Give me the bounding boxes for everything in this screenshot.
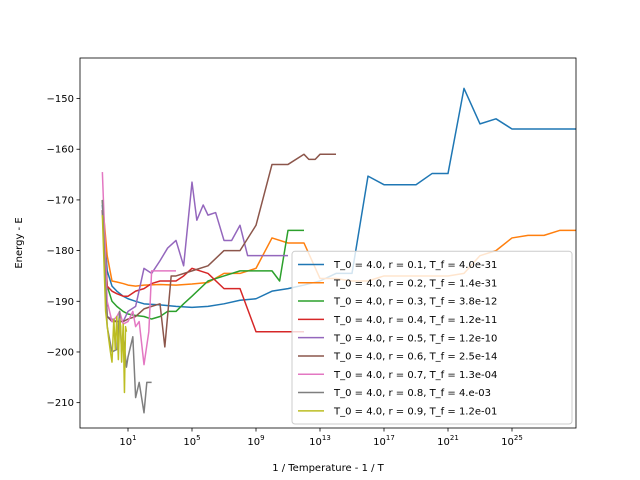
legend-entry: T_0 = 4.0, r = 0.9, T_f = 1.2e-01: [333, 406, 497, 417]
legend-entry: T_0 = 4.0, r = 0.5, T_f = 1.2e-10: [333, 333, 497, 344]
legend-entry: T_0 = 4.0, r = 0.8, T_f = 4.e-03: [333, 388, 491, 399]
y-axis-label: Energy - E: [14, 217, 25, 268]
x-tick-label: 1025: [501, 434, 523, 448]
x-tick-label: 105: [183, 434, 200, 448]
series-line-4: [101, 210, 304, 333]
y-tick-label: −200: [47, 347, 74, 358]
series-line-3: [101, 199, 304, 320]
x-axis: 101 105 109 1013 1017 1021 1025: [119, 428, 523, 448]
x-axis-label: 1 / Temperature - 1 / T: [272, 463, 384, 474]
y-tick-label: −170: [47, 195, 74, 206]
series-line-9: [101, 215, 128, 394]
y-tick-label: −150: [47, 94, 74, 105]
y-axis: −210 −200 −190 −180 −170 −160 −150: [47, 94, 80, 409]
legend-entry: T_0 = 4.0, r = 0.6, T_f = 2.5e-14: [333, 352, 497, 363]
y-tick-label: −210: [47, 398, 74, 409]
legend-entry: T_0 = 4.0, r = 0.1, T_f = 4.0e-31: [333, 260, 497, 271]
x-tick-label: 109: [247, 434, 264, 448]
y-tick-label: −160: [47, 145, 74, 156]
x-tick-label: 1021: [437, 434, 459, 448]
plot-frame: [79, 57, 577, 429]
legend-box: [291, 250, 573, 425]
x-tick-label: 1017: [373, 434, 395, 448]
x-tick-label: 101: [119, 434, 136, 448]
legend-entry: T_0 = 4.0, r = 0.7, T_f = 1.3e-04: [333, 370, 497, 381]
y-tick-label: −190: [47, 297, 74, 308]
x-tick-label: 1013: [309, 434, 331, 448]
series-line-5: [101, 181, 288, 323]
legend-entry: T_0 = 4.0, r = 0.3, T_f = 3.8e-12: [333, 297, 497, 308]
legend-entry: T_0 = 4.0, r = 0.4, T_f = 1.2e-11: [333, 315, 497, 326]
y-tick-label: −180: [47, 246, 74, 257]
series-line-8: [101, 199, 152, 414]
legend: T_0 = 4.0, r = 0.1, T_f = 4.0e-31 T_0 = 4…: [291, 250, 573, 425]
series-layer: [101, 87, 576, 414]
legend-entry: T_0 = 4.0, r = 0.2, T_f = 1.4e-31: [333, 278, 497, 289]
